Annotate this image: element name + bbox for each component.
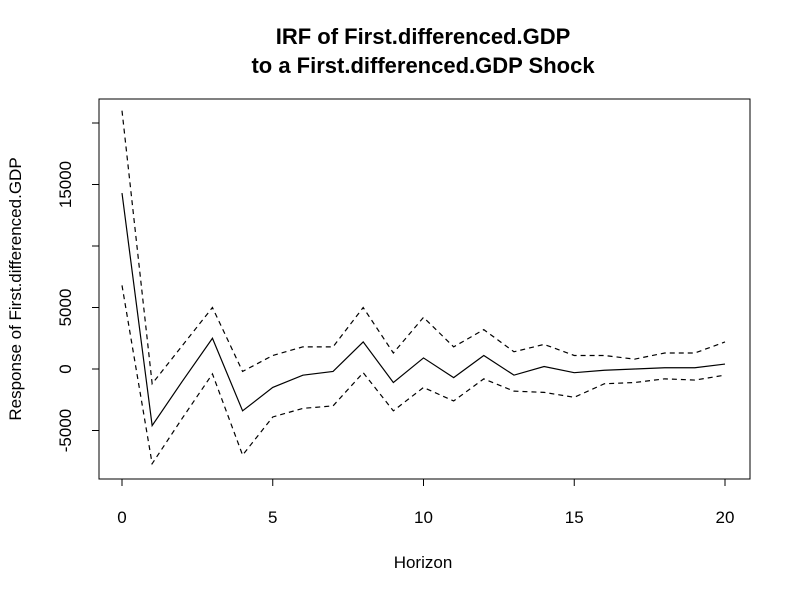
plot-frame (98, 98, 751, 480)
x-axis-label: Horizon (394, 553, 453, 572)
x-tick-label: 5 (268, 508, 277, 527)
y-axis: -5000 0 5000 15000 (56, 122, 99, 452)
x-tick-label: 20 (716, 508, 735, 527)
y-tick-label: 0 (56, 364, 75, 373)
y-tick-label: 5000 (56, 289, 75, 327)
chart-title-line-2: to a First.differenced.GDP Shock (251, 53, 595, 78)
y-tick-label: -5000 (56, 409, 75, 452)
x-tick-label: 10 (414, 508, 433, 527)
series-layer (121, 110, 726, 466)
irf-line (121, 193, 726, 428)
y-tick-label: 15000 (56, 161, 75, 208)
y-axis-label: Response of First.differenced.GDP (6, 157, 25, 420)
x-axis: 0 5 10 15 20 (117, 479, 734, 527)
x-tick-label: 15 (565, 508, 584, 527)
confidence-band-line (121, 110, 726, 386)
confidence-band-line (121, 285, 726, 466)
x-tick-label: 0 (117, 508, 126, 527)
chart-title-line-1: IRF of First.differenced.GDP (276, 24, 571, 49)
